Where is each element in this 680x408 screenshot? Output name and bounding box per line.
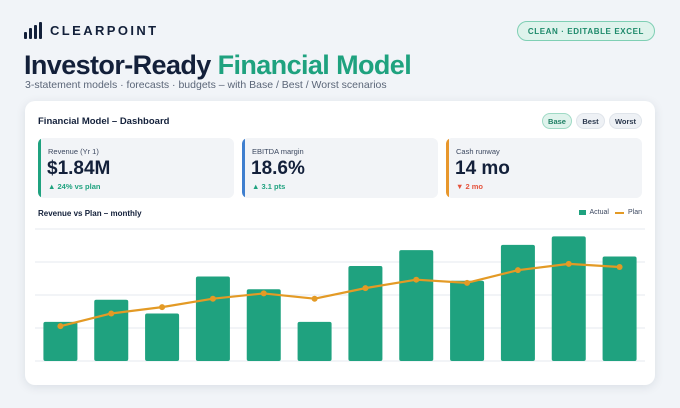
bar-actual [297,321,332,361]
plan-point [108,310,115,317]
kpi-delta: ▲ 3.1 pts [252,182,286,191]
kpi-card-revenue: Revenue (Yr 1) $1.84M ▲ 24% vs plan [38,138,234,198]
bar-actual [195,276,230,361]
plan-point [565,260,572,267]
legend-item-actual: Actual [578,209,609,216]
plan-point [362,285,369,292]
dashboard-card: Financial Model – Dashboard Base Best Wo… [25,101,655,385]
kpi-value: 18.6% [251,158,305,179]
scenario-base-button[interactable]: Base [542,113,572,129]
bar-actual [500,244,535,361]
plan-point [616,264,623,271]
plan-point [311,295,318,302]
plan-point [464,279,471,286]
plan-point [159,304,166,311]
plan-point [260,290,267,297]
kpi-accent-stripe [38,138,41,198]
bar-actual [246,289,281,361]
kpi-accent-stripe [242,138,245,198]
bar-actual [450,280,485,361]
scenario-worst-button[interactable]: Worst [609,113,642,129]
kpi-label: EBITDA margin [252,147,304,156]
legend-item-plan: Plan [614,209,642,216]
headline-part-2: Financial Model [217,50,412,80]
chart-title: Revenue vs Plan – monthly [38,209,142,218]
brand-logo-icon [24,22,42,39]
feature-badge: CLEAN · EDITABLE EXCEL [516,21,655,41]
bar-actual [348,265,383,361]
legend-swatch-plan [614,211,624,214]
plan-point [514,267,521,274]
brand-name: CLEARPOINT [50,23,159,38]
legend-label-plan: Plan [627,209,642,216]
plan-point [209,295,216,302]
page-headline: Investor-Ready Financial Model [24,50,412,81]
bar-actual [145,313,180,361]
legend-swatch-actual [578,210,586,215]
headline-part-1: Investor-Ready [24,50,211,80]
brand: CLEARPOINT [24,22,159,39]
kpi-label: Revenue (Yr 1) [48,147,99,156]
bar-actual [602,256,637,361]
kpi-value: $1.84M [47,158,111,179]
scenario-best-button[interactable]: Best [576,113,605,129]
kpi-label: Cash runway [456,147,500,156]
dashboard-title: Financial Model – Dashboard [38,116,170,127]
bar-actual [399,250,434,361]
bar-actual [43,321,78,361]
kpi-card-cash-runway: Cash runway 14 mo ▼ 2 mo [446,138,642,198]
kpi-delta: ▲ 24% vs plan [48,182,101,191]
kpi-delta: ▼ 2 mo [456,182,484,191]
plan-point [413,276,420,283]
plan-line [59,262,621,328]
legend-label-actual: Actual [589,209,609,216]
chart-legend: Actual Plan [578,209,642,216]
page-subtitle: 3-statement models · forecasts · budgets… [25,79,387,91]
kpi-value: 14 mo [455,158,510,179]
kpi-accent-stripe [446,138,449,198]
bar-actual [94,299,129,361]
revenue-vs-plan-chart [35,228,645,362]
kpi-card-ebitda: EBITDA margin 18.6% ▲ 3.1 pts [242,138,438,198]
bar-actual [551,236,586,361]
plan-point [57,323,64,330]
